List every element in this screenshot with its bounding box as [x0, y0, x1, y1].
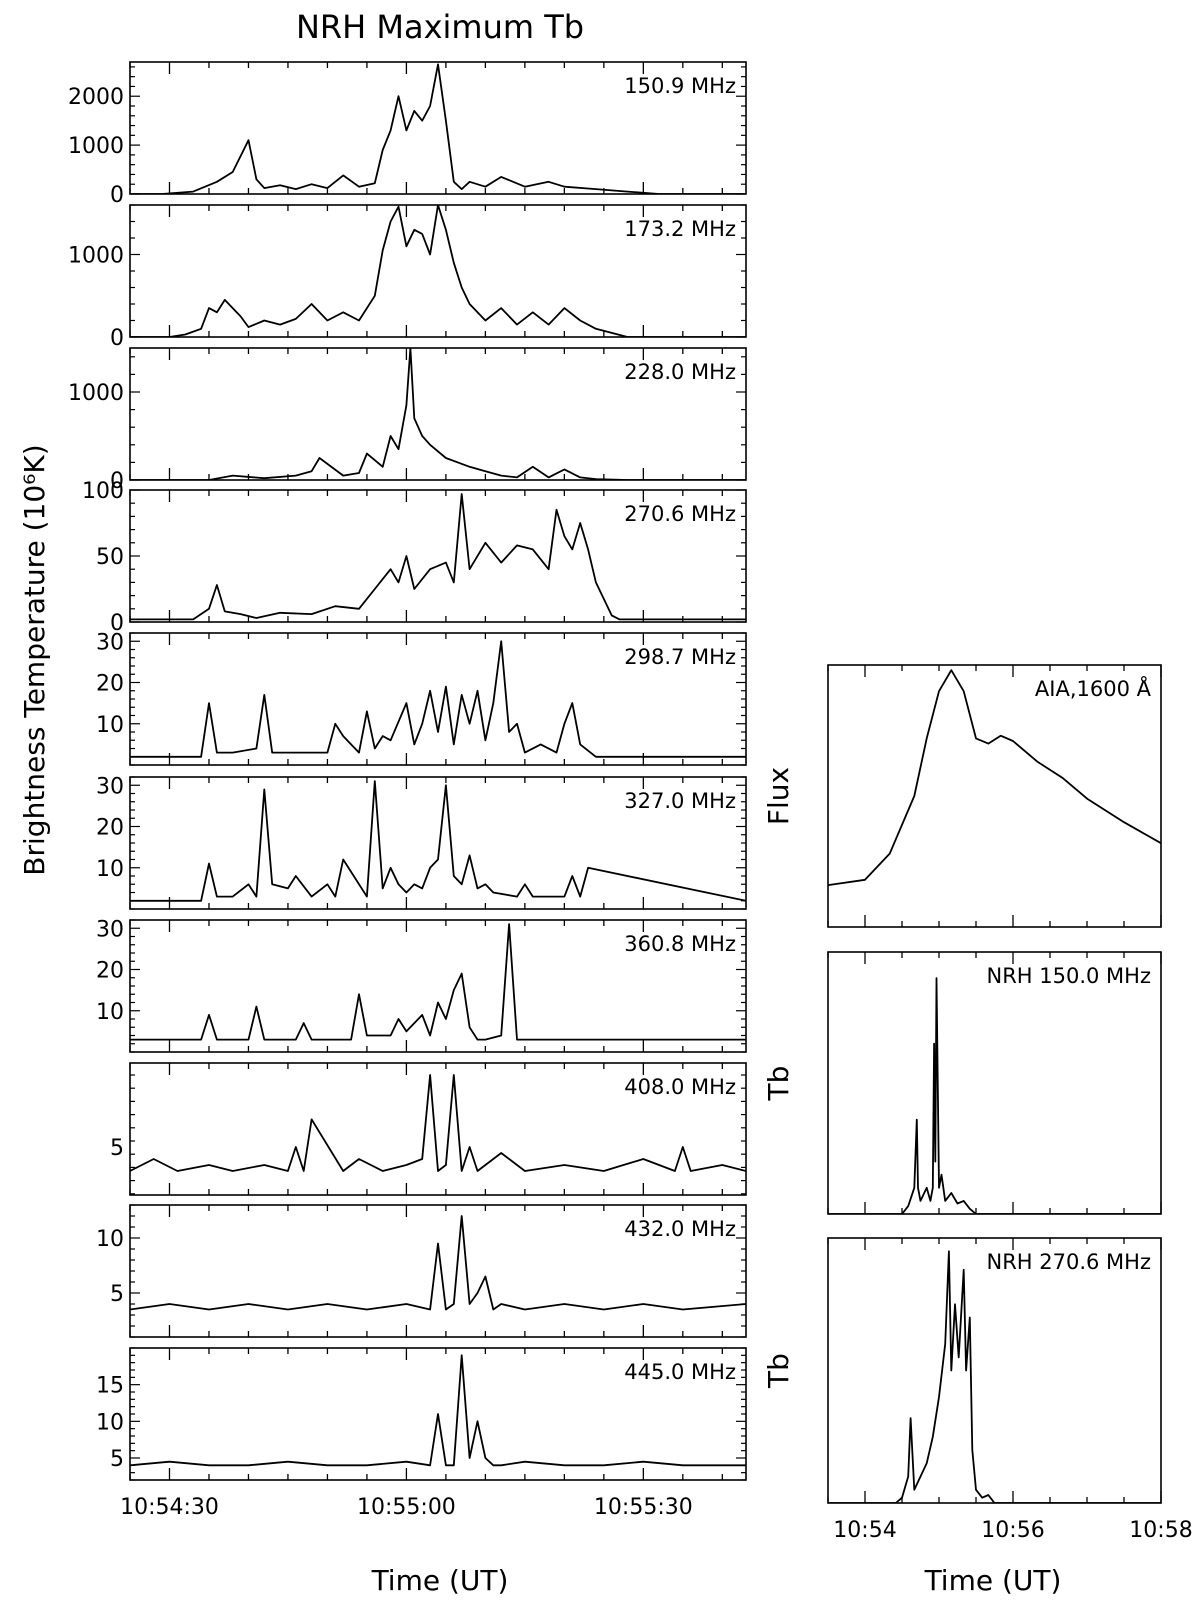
x-axis-label-right: Time (UT) — [924, 1564, 1062, 1597]
panel-label: 298.7 MHz — [624, 645, 736, 669]
y-tick-label: 0 — [110, 183, 124, 208]
panel-label: 432.0 MHz — [624, 1217, 736, 1241]
panel-298-7-mhz: 10 20 30 298.7 MHz — [96, 630, 747, 766]
panel-label: 150.9 MHz — [624, 74, 736, 98]
panel-360-8-mhz: 10 20 30 360.8 MHz — [96, 917, 747, 1053]
series-line — [828, 977, 1161, 1214]
x-tick-label: 10:56 — [981, 1518, 1044, 1543]
series-line — [130, 923, 746, 1041]
x-tick-label: 10:54:30 — [120, 1495, 219, 1520]
series-line — [828, 669, 1161, 886]
series-line — [130, 1074, 746, 1172]
panel-173-2-mhz: 0 1000 173.2 MHz — [68, 204, 747, 351]
x-tick-label: 10:55:30 — [594, 1495, 693, 1520]
series-line — [130, 780, 746, 902]
panel-y-label: Tb — [762, 1066, 795, 1102]
y-tick-label: 1000 — [68, 134, 124, 159]
y-tick-label: 50 — [96, 545, 124, 570]
panel-label: 327.0 MHz — [624, 789, 736, 813]
series-line — [130, 1354, 746, 1467]
panel-432-0-mhz: 5 10 432.0 MHz — [96, 1204, 747, 1338]
y-tick-label: 10 — [96, 857, 124, 882]
y-tick-label: 10 — [96, 1227, 124, 1252]
panel-y-label: Tb — [762, 1353, 795, 1389]
y-axis-label: Brightness Temperature (10⁶K) — [18, 444, 51, 875]
y-tick-label: 0 — [110, 469, 124, 494]
panel-label: NRH 270.6 MHz — [987, 1250, 1152, 1274]
panel-label: NRH 150.0 MHz — [987, 964, 1152, 988]
panel-frame — [827, 951, 1162, 1215]
series-line — [130, 348, 746, 480]
panel-label: 173.2 MHz — [624, 217, 736, 241]
y-tick-label: 30 — [96, 917, 124, 942]
y-tick-label: 10 — [96, 1410, 124, 1435]
panel-408-0-mhz: 5 408.0 MHz — [110, 1062, 747, 1196]
panel-label: 270.6 MHz — [624, 502, 736, 526]
y-tick-label: 10 — [96, 1000, 124, 1025]
panel-445-0-mhz: 10:54:30 10:55:00 10:55:30 5 10 15 445.0 MHz — [96, 1347, 747, 1520]
panel-327-0-mhz: 10 20 30 327.0 MHz — [96, 774, 747, 910]
y-tick-label: 30 — [96, 630, 124, 655]
y-tick-label: 100 — [82, 479, 124, 504]
y-tick-label: 20 — [96, 816, 124, 841]
panel-nrh-150-0-mhz: NRH 150.0 MHz Tb — [762, 951, 1162, 1215]
y-tick-label: 15 — [96, 1374, 124, 1399]
y-tick-label: 1000 — [68, 244, 124, 269]
y-tick-label: 30 — [96, 774, 124, 799]
y-tick-label: 2000 — [68, 85, 124, 110]
x-tick-label: 10:58 — [1129, 1518, 1192, 1543]
panel-label: 360.8 MHz — [624, 932, 736, 956]
y-tick-label: 5 — [110, 1282, 124, 1307]
y-tick-label: 5 — [110, 1136, 124, 1161]
series-line — [130, 63, 746, 194]
x-axis-label-left: Time (UT) — [371, 1564, 509, 1597]
panel-nrh-270-6-mhz: 10:54 10:56 10:58 NRH 270.6 MHz Tb — [762, 1237, 1193, 1543]
panel-frame — [827, 664, 1162, 928]
series-line — [130, 493, 746, 621]
y-tick-label: 0 — [110, 326, 124, 351]
panel-frame — [129, 1062, 747, 1196]
panel-270-6-mhz: 0 50 100 270.6 MHz — [82, 479, 747, 636]
y-tick-label: 1000 — [68, 381, 124, 406]
panel-label: 445.0 MHz — [624, 1360, 736, 1384]
panel-150-9-mhz: 0 1000 2000 150.9 MHz — [68, 61, 747, 208]
panel-frame — [129, 61, 747, 195]
x-tick-label: 10:55:00 — [357, 1495, 456, 1520]
y-tick-label: 10 — [96, 713, 124, 738]
panel-label: 408.0 MHz — [624, 1075, 736, 1099]
panel-frame — [827, 1237, 1162, 1504]
y-tick-label: 5 — [110, 1447, 124, 1472]
chart-title: NRH Maximum Tb — [296, 8, 584, 46]
panel-label: AIA,1600 Å — [1035, 675, 1152, 701]
panel-228-0-mhz: 0 1000 228.0 MHz — [68, 347, 747, 494]
series-line — [130, 205, 746, 337]
panel-y-label: Flux — [762, 767, 795, 825]
panel-label: 228.0 MHz — [624, 360, 736, 384]
y-tick-label: 20 — [96, 959, 124, 984]
panel-aia-1600-: AIA,1600 Å Flux — [762, 664, 1162, 928]
series-line — [130, 640, 746, 758]
panel-frame — [129, 347, 747, 481]
y-tick-label: 20 — [96, 672, 124, 697]
series-line — [828, 1250, 1161, 1503]
series-line — [130, 1215, 746, 1311]
x-tick-label: 10:54 — [833, 1518, 896, 1543]
y-tick-label: 0 — [110, 611, 124, 636]
